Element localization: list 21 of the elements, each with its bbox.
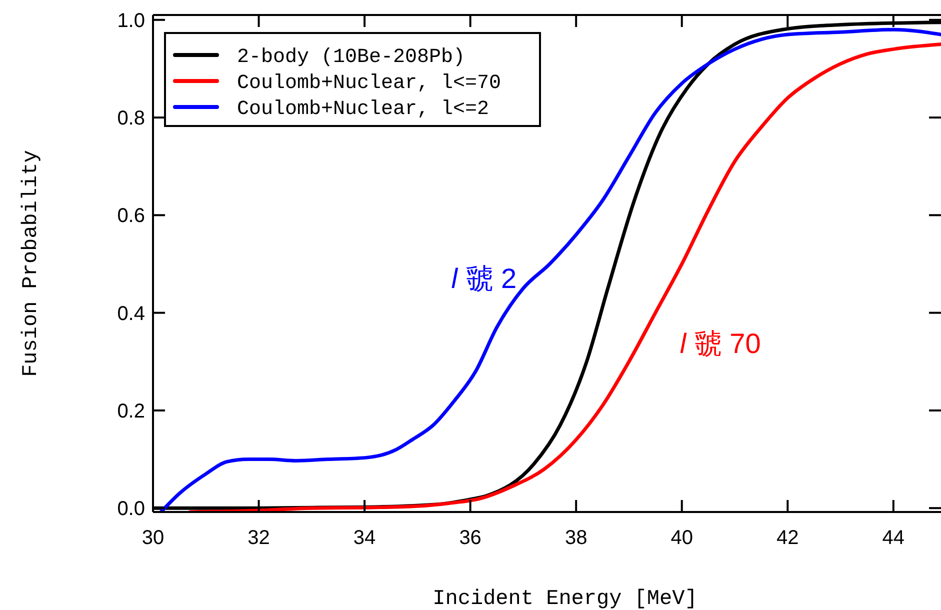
y-tick-label: 1.0 <box>117 10 145 32</box>
y-axis-title: Fusion Probability <box>20 150 43 377</box>
y-tick-label: 0.6 <box>117 205 145 228</box>
y-tick-label: 0.4 <box>117 302 145 325</box>
x-tick-label: 36 <box>459 527 482 549</box>
annotation: l 虢 2 <box>451 263 517 294</box>
x-tick-label: 44 <box>882 527 905 549</box>
legend-label: Coulomb+Nuclear, l<=70 <box>237 72 502 95</box>
y-tick-label: 0.0 <box>117 498 145 520</box>
legend-label: Coulomb+Nuclear, l<=2 <box>237 98 490 121</box>
x-tick-label: 34 <box>353 527 376 549</box>
x-tick-label: 40 <box>670 527 693 549</box>
legend-label: 2-body (10Be-208Pb) <box>237 46 466 69</box>
y-tick-label: 0.2 <box>117 400 145 422</box>
x-tick-label: 42 <box>776 527 799 549</box>
x-tick-label: 30 <box>142 527 164 549</box>
y-tick-label: 0.8 <box>117 108 145 130</box>
annotation: l 虢 70 <box>680 328 761 359</box>
x-tick-label: 32 <box>248 527 270 549</box>
x-axis-title: Incident Energy [MeV] <box>432 588 698 610</box>
x-tick-label: 38 <box>564 527 588 549</box>
